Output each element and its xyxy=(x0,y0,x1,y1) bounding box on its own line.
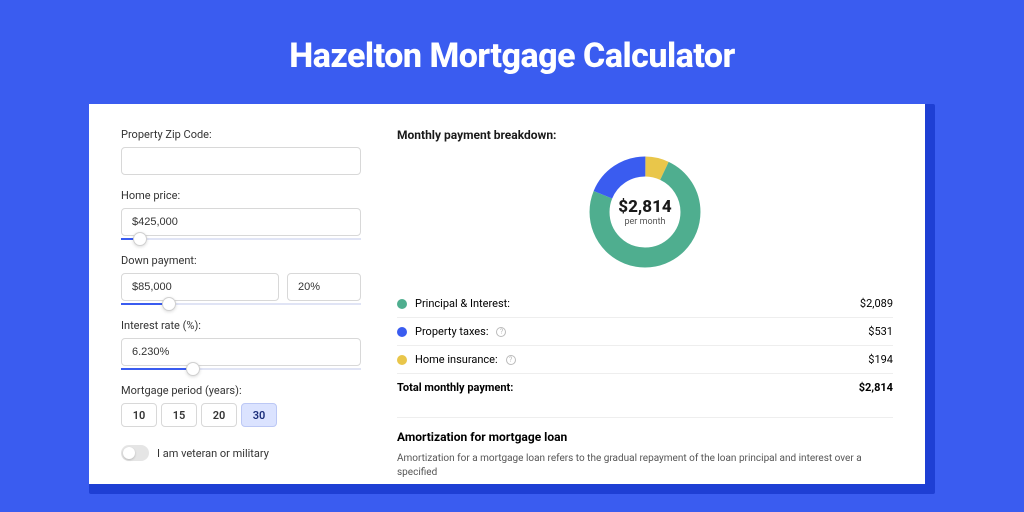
veteran-toggle[interactable] xyxy=(121,445,149,461)
legend-dot xyxy=(397,327,407,337)
amortization-text: Amortization for a mortgage loan refers … xyxy=(397,452,893,480)
breakdown-label: Property taxes: xyxy=(415,325,488,338)
info-icon[interactable]: ? xyxy=(506,355,516,365)
home-price-slider[interactable] xyxy=(121,238,361,240)
veteran-toggle-row: I am veteran or military xyxy=(121,445,379,461)
interest-rate-field: Interest rate (%): xyxy=(121,319,379,370)
donut-wrap: $2,814 per month xyxy=(397,152,893,272)
page-title: Hazelton Mortgage Calculator xyxy=(0,36,1024,76)
page-header: Hazelton Mortgage Calculator xyxy=(0,0,1024,104)
form-panel: Property Zip Code: Home price: Down paym… xyxy=(89,104,379,484)
period-button-15[interactable]: 15 xyxy=(161,403,197,427)
period-button-10[interactable]: 10 xyxy=(121,403,157,427)
breakdown-total-label: Total monthly payment: xyxy=(397,381,513,394)
breakdown-value: $2,089 xyxy=(860,297,893,310)
home-price-slider-thumb[interactable] xyxy=(133,232,147,246)
veteran-toggle-label: I am veteran or military xyxy=(157,447,269,460)
mortgage-period-buttons: 10152030 xyxy=(121,403,379,427)
interest-rate-slider[interactable] xyxy=(121,368,361,370)
home-price-field: Home price: xyxy=(121,189,379,240)
zip-input[interactable] xyxy=(121,147,361,175)
breakdown-panel: Monthly payment breakdown: $2,814 per mo… xyxy=(379,104,925,484)
amortization-title: Amortization for mortgage loan xyxy=(397,430,893,444)
breakdown-rows: Principal & Interest: $2,089 Property taxe… xyxy=(397,290,893,374)
calculator-card: Property Zip Code: Home price: Down paym… xyxy=(89,104,925,484)
mortgage-period-label: Mortgage period (years): xyxy=(121,384,379,397)
donut-value: $2,814 xyxy=(618,197,671,217)
card-shadow: Property Zip Code: Home price: Down paym… xyxy=(89,104,935,494)
mortgage-period-field: Mortgage period (years): 10152030 xyxy=(121,384,379,427)
period-button-30[interactable]: 30 xyxy=(241,403,277,427)
zip-field: Property Zip Code: xyxy=(121,128,379,175)
amortization-section: Amortization for mortgage loan Amortizat… xyxy=(397,417,893,480)
breakdown-row: Principal & Interest: $2,089 xyxy=(397,290,893,318)
down-payment-percent-input[interactable] xyxy=(287,273,361,301)
down-payment-label: Down payment: xyxy=(121,254,379,267)
period-button-20[interactable]: 20 xyxy=(201,403,237,427)
home-price-label: Home price: xyxy=(121,189,379,202)
veteran-toggle-knob xyxy=(123,447,135,459)
donut-center: $2,814 per month xyxy=(585,152,705,272)
interest-rate-label: Interest rate (%): xyxy=(121,319,379,332)
donut-sub: per month xyxy=(624,217,665,227)
legend-dot xyxy=(397,299,407,309)
info-icon[interactable]: ? xyxy=(496,327,506,337)
breakdown-total-row: Total monthly payment: $2,814 xyxy=(397,374,893,401)
down-payment-slider[interactable] xyxy=(121,303,361,305)
legend-dot xyxy=(397,355,407,365)
down-payment-field: Down payment: xyxy=(121,254,379,305)
zip-label: Property Zip Code: xyxy=(121,128,379,141)
breakdown-label: Home insurance: xyxy=(415,353,498,366)
home-price-input[interactable] xyxy=(121,208,361,236)
breakdown-value: $194 xyxy=(868,353,893,366)
breakdown-label: Principal & Interest: xyxy=(415,297,510,310)
breakdown-total-value: $2,814 xyxy=(859,381,893,394)
down-payment-amount-input[interactable] xyxy=(121,273,279,301)
breakdown-value: $531 xyxy=(868,325,893,338)
interest-rate-slider-thumb[interactable] xyxy=(186,362,200,376)
breakdown-title: Monthly payment breakdown: xyxy=(397,128,893,142)
breakdown-row: Home insurance:? $194 xyxy=(397,346,893,374)
interest-rate-input[interactable] xyxy=(121,338,361,366)
breakdown-row: Property taxes:? $531 xyxy=(397,318,893,346)
down-payment-slider-thumb[interactable] xyxy=(162,297,176,311)
payment-donut-chart: $2,814 per month xyxy=(585,152,705,272)
